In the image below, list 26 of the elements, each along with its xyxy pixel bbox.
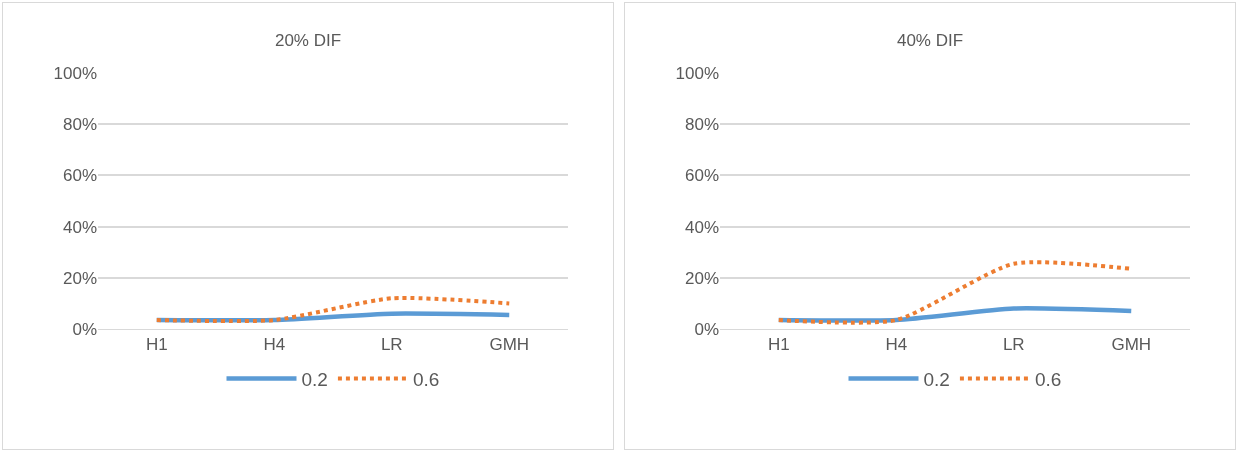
legend-label: 0.2: [923, 368, 950, 390]
y-tick-label: 100%: [53, 63, 97, 83]
y-tick-label: 80%: [684, 115, 719, 135]
y-tick-label: 40%: [62, 217, 97, 237]
y-tick-label: 20%: [684, 268, 719, 288]
y-tick-label: 20%: [62, 268, 97, 288]
legend-label: 0.6: [412, 368, 440, 390]
x-tick-label: GMH: [1111, 335, 1152, 355]
x-tick-label: H4: [263, 335, 286, 355]
y-tick-label: 100%: [675, 63, 719, 83]
y-tick-label: 40%: [684, 217, 719, 237]
chart-title: 20% DIF: [274, 31, 342, 51]
x-tick-label: LR: [1002, 335, 1025, 355]
legend-label: 0.2: [301, 368, 328, 390]
chart-title: 40% DIF: [896, 31, 964, 51]
y-tick-label: 60%: [684, 166, 719, 186]
x-tick-label: H4: [885, 335, 908, 355]
legend-label: 0.6: [1034, 368, 1062, 390]
x-tick-label: GMH: [489, 335, 530, 355]
x-tick-label: H1: [145, 335, 168, 355]
y-tick-label: 0%: [72, 319, 97, 339]
y-tick-label: 60%: [62, 166, 97, 186]
x-tick-label: H1: [767, 335, 790, 355]
x-tick-label: LR: [380, 335, 403, 355]
y-tick-label: 80%: [62, 115, 97, 135]
y-tick-label: 0%: [694, 319, 719, 339]
